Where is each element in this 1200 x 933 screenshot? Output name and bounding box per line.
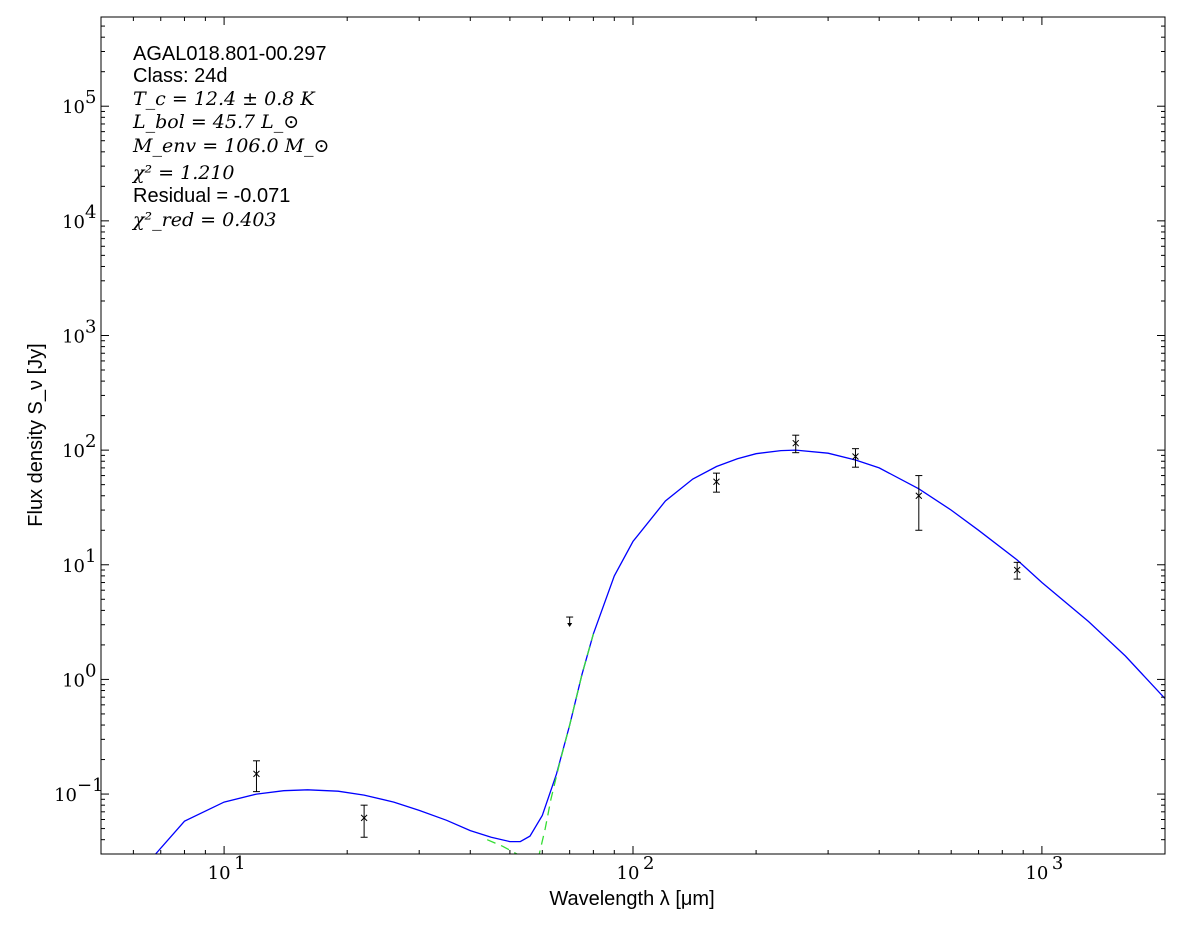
x-tick-exponent: 1 xyxy=(234,853,245,874)
x-tick-label: 10 xyxy=(1025,863,1048,884)
point-marker xyxy=(253,770,260,778)
plot-clipped xyxy=(155,449,1165,854)
y-tick-label: 10 xyxy=(62,97,85,118)
x-tick-exponent: 3 xyxy=(1052,853,1063,874)
chi2-red-label: χ²_red = 0.403 xyxy=(131,209,277,231)
data-point xyxy=(252,760,260,793)
y-tick-label: 10 xyxy=(62,670,85,691)
data-point xyxy=(1013,561,1021,580)
x-tick-label: 10 xyxy=(208,863,231,884)
residual-label: Residual = -0.071 xyxy=(133,185,290,207)
data-point xyxy=(712,472,720,493)
y-tick-exponent: 0 xyxy=(85,660,96,681)
point-marker xyxy=(1013,566,1021,574)
y-tick-exponent: −1 xyxy=(77,775,104,796)
point-marker xyxy=(713,478,720,486)
class-label: Class: 24d xyxy=(133,65,228,87)
upper-limit-arrow xyxy=(567,623,573,628)
source-name: AGAL018.801-00.297 xyxy=(133,43,327,65)
point-marker xyxy=(792,439,800,447)
y-tick-exponent: 5 xyxy=(85,87,96,108)
data-point xyxy=(360,804,368,838)
point-marker xyxy=(852,453,859,460)
chi2-label: χ² = 1.210 xyxy=(131,162,235,184)
y-tick-label: 10 xyxy=(54,785,77,806)
model-component-line xyxy=(486,633,595,854)
mass-label: M_env = 106.0 M_⊙ xyxy=(132,135,329,157)
y-tick-label: 10 xyxy=(62,326,85,347)
x-tick-label: 10 xyxy=(617,863,640,884)
plot-area xyxy=(155,434,1165,854)
data-point xyxy=(915,475,923,531)
y-tick-exponent: 1 xyxy=(85,546,96,567)
y-tick-exponent: 3 xyxy=(85,316,96,337)
y-tick-label: 10 xyxy=(62,441,85,462)
total-model-line xyxy=(155,449,1165,854)
temperature-label: T_c = 12.4 ± 0.8 K xyxy=(133,88,316,110)
axes: 10 1 10 2 10 310 −110 010 110 210 310 410 5 xyxy=(54,16,1166,884)
data-point xyxy=(851,448,859,468)
x-axis-label: Wavelength λ [μm] xyxy=(549,888,714,910)
point-marker xyxy=(915,492,923,500)
y-tick-exponent: 4 xyxy=(85,202,96,223)
point-marker xyxy=(360,814,368,822)
data-point xyxy=(792,434,800,454)
upper-limit xyxy=(566,616,574,628)
annotation-block: AGAL018.801-00.297 Class: 24d T_c = 12.4… xyxy=(131,43,329,231)
y-tick-label: 10 xyxy=(62,212,85,233)
y-axis-label: Flux density S_ν [Jy] xyxy=(25,343,47,526)
x-tick-exponent: 2 xyxy=(643,853,654,874)
luminosity-label: L_bol = 45.7 L_⊙ xyxy=(132,111,299,133)
y-tick-exponent: 2 xyxy=(85,431,96,452)
y-tick-label: 10 xyxy=(62,556,85,577)
